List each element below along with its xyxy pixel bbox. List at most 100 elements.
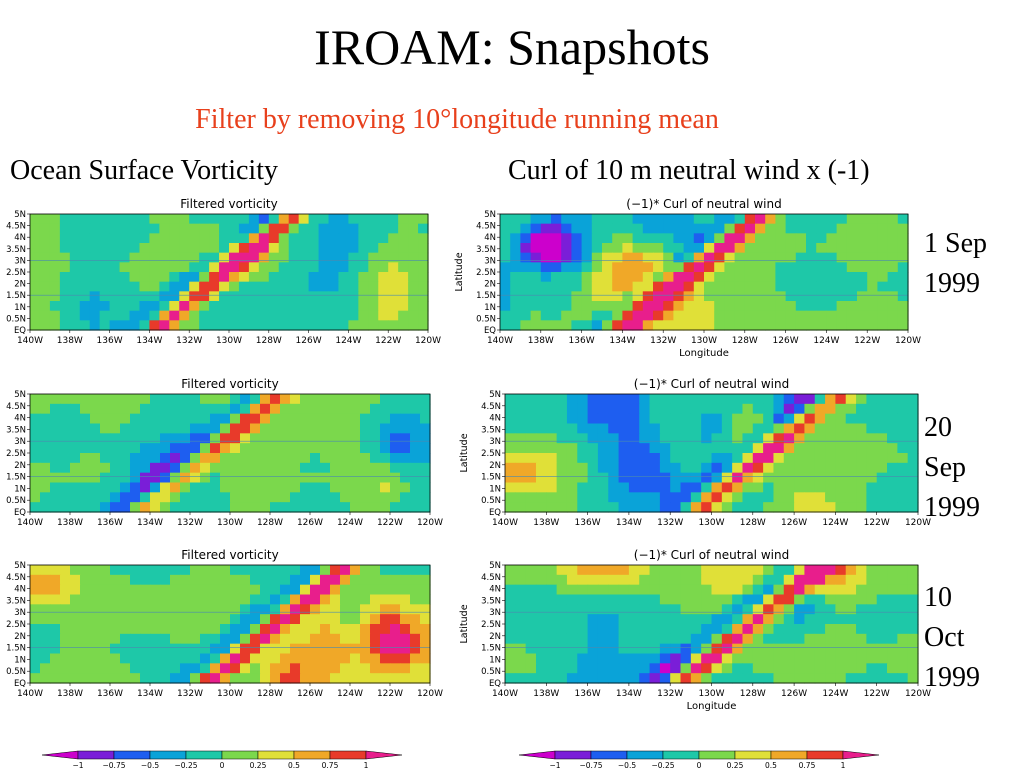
- heatmap-cell: [140, 594, 151, 605]
- heatmap-cell: [752, 565, 764, 576]
- heatmap-cell: [49, 243, 61, 254]
- heatmap-cell: [150, 462, 161, 474]
- heatmap-cell: [240, 394, 251, 405]
- heatmap-cell: [70, 663, 81, 674]
- heatmap-cell: [602, 310, 613, 321]
- heatmap-cell: [659, 584, 671, 596]
- heatmap-cell: [535, 482, 547, 493]
- heatmap-cell: [683, 233, 695, 244]
- heatmap-cell: [794, 624, 806, 635]
- heatmap-cell: [846, 320, 858, 331]
- heatmap-cell: [189, 233, 200, 244]
- heatmap-cell: [804, 433, 816, 444]
- heatmap-cell: [130, 633, 141, 645]
- heatmap-cell: [350, 443, 361, 454]
- heatmap-cell: [69, 310, 81, 321]
- heatmap-cell: [734, 252, 746, 263]
- heatmap-cell: [270, 633, 281, 645]
- heatmap-cell: [856, 453, 867, 464]
- heatmap-cell: [170, 663, 181, 674]
- heatmap-cell: [418, 310, 429, 321]
- y-tick-label: 0.5N: [476, 314, 496, 324]
- heatmap-cell: [597, 492, 609, 503]
- heatmap-cell: [60, 443, 71, 454]
- heatmap-cell: [350, 482, 361, 493]
- heatmap-cell: [320, 433, 331, 444]
- heatmap-cell: [180, 614, 191, 625]
- heatmap-cell: [280, 502, 291, 513]
- y-tick-label: 4.5N: [6, 402, 26, 412]
- heatmap-cell: [794, 502, 806, 513]
- heatmap-cell: [89, 214, 101, 225]
- heatmap-cell: [515, 673, 527, 684]
- heatmap-cell: [680, 574, 692, 586]
- heatmap-cell: [571, 262, 583, 273]
- heatmap-cell: [360, 394, 371, 405]
- heatmap-cell: [556, 565, 568, 576]
- y-tick-label: 4N: [489, 414, 501, 424]
- heatmap-cell: [693, 214, 705, 225]
- heatmap-cell: [515, 663, 527, 674]
- heatmap-cell: [180, 472, 191, 484]
- heatmap-cell: [845, 423, 857, 434]
- heatmap-cell: [340, 492, 351, 503]
- heatmap-cell: [30, 233, 41, 244]
- heatmap-cell: [857, 301, 868, 312]
- heatmap-cell: [230, 403, 241, 415]
- heatmap-cell: [89, 310, 101, 321]
- heatmap-cell: [510, 252, 521, 263]
- heatmap-cell: [380, 614, 391, 625]
- heatmap-cell: [109, 310, 121, 321]
- heatmap-cell: [856, 643, 867, 655]
- y-tick-label: 1.5N: [481, 644, 501, 654]
- heatmap-cell: [310, 413, 321, 425]
- heatmap-cell: [683, 214, 695, 225]
- heatmap-cell: [420, 472, 431, 484]
- heatmap-cell: [370, 673, 381, 684]
- heatmap-cell: [100, 584, 111, 596]
- heatmap-cell: [525, 433, 537, 444]
- heatmap-cell: [110, 453, 121, 464]
- colorbar-swatch: [365, 750, 403, 760]
- heatmap-cell: [190, 565, 201, 576]
- heatmap-cell: [330, 433, 341, 444]
- heatmap-cell: [100, 624, 111, 635]
- heatmap-cell: [310, 472, 321, 484]
- heatmap-cell: [587, 633, 599, 645]
- heatmap-cell: [724, 252, 736, 263]
- heatmap-cell: [200, 403, 211, 415]
- heatmap-cell: [400, 413, 411, 425]
- heatmap-cell: [288, 291, 300, 302]
- heatmap-cell: [683, 243, 695, 254]
- heatmap-cell: [642, 252, 654, 263]
- heatmap-cell: [663, 272, 674, 283]
- heatmap-cell: [200, 604, 211, 615]
- heatmap-cell: [794, 565, 806, 576]
- heatmap-cell: [783, 472, 795, 484]
- heatmap-cell: [368, 310, 379, 321]
- heatmap-cell: [690, 673, 702, 684]
- heatmap-cell: [520, 320, 532, 331]
- heatmap-cell: [535, 624, 547, 635]
- heatmap-cell: [856, 492, 867, 503]
- heatmap-cell: [794, 423, 806, 434]
- heatmap-cell: [897, 472, 909, 484]
- heatmap-cell: [602, 233, 613, 244]
- heatmap-cell: [683, 291, 695, 302]
- heatmap-cell: [711, 584, 723, 596]
- heatmap-cell: [418, 320, 429, 331]
- heatmap-cell: [546, 653, 558, 664]
- heatmap-cell: [378, 214, 389, 225]
- heatmap-cell: [877, 262, 889, 273]
- heatmap-cell: [288, 262, 300, 273]
- heatmap-cell: [110, 565, 121, 576]
- heatmap-cell: [49, 214, 61, 225]
- heatmap-cell: [350, 614, 361, 625]
- heatmap-cell: [30, 614, 41, 625]
- heatmap-cell: [897, 243, 909, 254]
- heatmap-cell: [330, 574, 341, 586]
- heatmap-cell: [180, 565, 191, 576]
- heatmap-cell: [390, 482, 401, 493]
- heatmap-cell: [49, 320, 61, 331]
- heatmap-cell: [248, 310, 260, 321]
